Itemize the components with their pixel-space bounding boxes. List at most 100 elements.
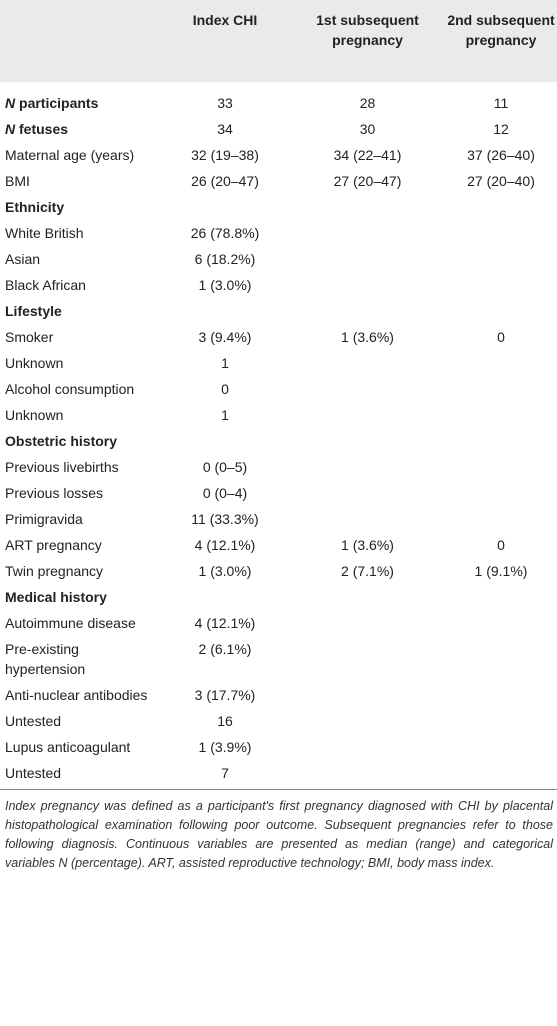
- row-value-col1: [160, 194, 290, 220]
- row-value-col1: 7: [160, 760, 290, 790]
- row-value-col2: [290, 272, 445, 298]
- row-value-col2: [290, 220, 445, 246]
- row-label-text: participants: [15, 95, 99, 111]
- row-label: Untested: [5, 713, 62, 729]
- header-second-subsequent: 2nd subsequent pregnancy: [447, 12, 555, 48]
- row-label: BMI: [5, 173, 30, 189]
- row-value-col3: [445, 636, 557, 682]
- section-row: Medical history: [0, 584, 557, 610]
- row-value-col3: [445, 194, 557, 220]
- row-value-col2: 2 (7.1%): [341, 563, 394, 579]
- row-value-col3: 11: [493, 95, 509, 111]
- row-value-col1: 1 (3.0%): [198, 563, 252, 579]
- row-value-col2: [290, 298, 445, 324]
- table-row: Autoimmune disease 4 (12.1%): [0, 610, 557, 636]
- row-value-col1: 26 (20–47): [191, 173, 259, 189]
- row-label: Lupus anticoagulant: [5, 739, 131, 755]
- row-label: Unknown: [5, 355, 64, 371]
- row-value-col2: [290, 428, 445, 454]
- row-value-col1: [160, 428, 290, 454]
- row-value-col1: 16: [217, 713, 233, 729]
- row-value-col1: 34: [217, 121, 233, 137]
- row-value-col3: [445, 220, 557, 246]
- table-row: N fetuses 34 30 12: [0, 116, 557, 142]
- row-value-col1: 26 (78.8%): [190, 225, 260, 241]
- row-value-col3: [445, 480, 557, 506]
- row-value-col3: [445, 610, 557, 636]
- row-value-col3: 1 (9.1%): [474, 563, 528, 579]
- row-value-col1: 11 (33.3%): [191, 511, 259, 527]
- row-label: Black African: [5, 277, 86, 293]
- row-value-col2: 30: [359, 121, 376, 137]
- section-row: Obstetric history: [0, 428, 557, 454]
- table-row: Lupus anticoagulant 1 (3.9%): [0, 734, 557, 760]
- row-value-col2: [290, 708, 445, 734]
- table-row: Untested 7: [0, 760, 557, 790]
- row-value-col2: [290, 454, 445, 480]
- row-label: Lifestyle: [5, 303, 62, 319]
- row-value-col3: [445, 506, 557, 532]
- row-value-col1: 1: [221, 355, 229, 371]
- row-value-col3: [445, 428, 557, 454]
- table-row: Pre-existing hypertension 2 (6.1%): [0, 636, 557, 682]
- row-value-col3: 12: [493, 121, 509, 137]
- table-row: N participants 33 28 11: [0, 82, 557, 116]
- row-label: Obstetric history: [5, 433, 118, 449]
- table-row: Asian 6 (18.2%): [0, 246, 557, 272]
- row-label: N participants: [0, 82, 160, 116]
- row-label: Smoker: [5, 329, 54, 345]
- table-row: Twin pregnancy 1 (3.0%) 2 (7.1%) 1 (9.1%): [0, 558, 557, 584]
- row-value-col1: 1 (3.9%): [198, 739, 252, 755]
- section-row: Lifestyle: [0, 298, 557, 324]
- row-value-col1: 2 (6.1%): [198, 641, 252, 657]
- row-label: Previous livebirths: [5, 459, 119, 475]
- table-row: Black African 1 (3.0%): [0, 272, 557, 298]
- row-value-col3: 0: [497, 537, 505, 553]
- row-value-col2: [290, 584, 445, 610]
- demographics-table: Index CHI 1st subsequent pregnancy 2nd s…: [0, 0, 557, 790]
- row-value-col2: [290, 480, 445, 506]
- row-label: Unknown: [5, 407, 64, 423]
- header-index-chi: Index CHI: [192, 12, 258, 28]
- table-header: Index CHI 1st subsequent pregnancy 2nd s…: [0, 0, 557, 82]
- row-label: ART pregnancy: [5, 537, 102, 553]
- row-label: Anti-nuclear antibodies: [5, 687, 148, 703]
- row-label: Asian: [5, 251, 41, 267]
- row-value-col1: 4 (12.1%): [194, 615, 256, 631]
- row-label: Maternal age (years): [5, 147, 135, 163]
- row-value-col2: [290, 760, 445, 790]
- row-value-col2: 28: [359, 95, 376, 111]
- table-row: Untested 16: [0, 708, 557, 734]
- row-label: N fetuses: [0, 116, 160, 142]
- row-value-col1: 1 (3.0%): [198, 277, 252, 293]
- row-label: Primigravida: [5, 511, 83, 527]
- table-row: BMI 26 (20–47) 27 (20–47) 27 (20–40): [0, 168, 557, 194]
- row-value-col2: [290, 246, 445, 272]
- table-row: Unknown 1: [0, 402, 557, 428]
- row-value-col1: [160, 298, 290, 324]
- row-value-col3: [445, 298, 557, 324]
- table-row: Alcohol consumption 0: [0, 376, 557, 402]
- table-row: Anti-nuclear antibodies 3 (17.7%): [0, 682, 557, 708]
- row-label-n: N: [5, 95, 16, 111]
- row-value-col1: 3 (9.4%): [198, 329, 252, 345]
- row-label-text: fetuses: [15, 121, 69, 137]
- row-value-col3: [445, 350, 557, 376]
- row-value-col2: [290, 350, 445, 376]
- row-label: Previous losses: [5, 485, 104, 501]
- row-value-col3: [445, 682, 557, 708]
- table-body: N participants 33 28 11 N fetuses 34 30 12 Mater…: [0, 82, 557, 790]
- row-value-col3: 27 (20–40): [467, 173, 535, 189]
- row-value-col2: [290, 194, 445, 220]
- row-value-col1: 0 (0–5): [202, 459, 248, 475]
- row-label: Alcohol consumption: [5, 381, 135, 397]
- row-value-col1: 3 (17.7%): [194, 687, 256, 703]
- row-label: Ethnicity: [5, 199, 65, 215]
- row-label-n: N: [5, 121, 16, 137]
- row-value-col1: 1: [221, 407, 229, 423]
- table-row: Unknown 1: [0, 350, 557, 376]
- row-label: Medical history: [5, 589, 107, 605]
- header-first-subsequent: 1st subsequent pregnancy: [316, 12, 419, 48]
- row-value-col1: 32 (19–38): [191, 147, 259, 163]
